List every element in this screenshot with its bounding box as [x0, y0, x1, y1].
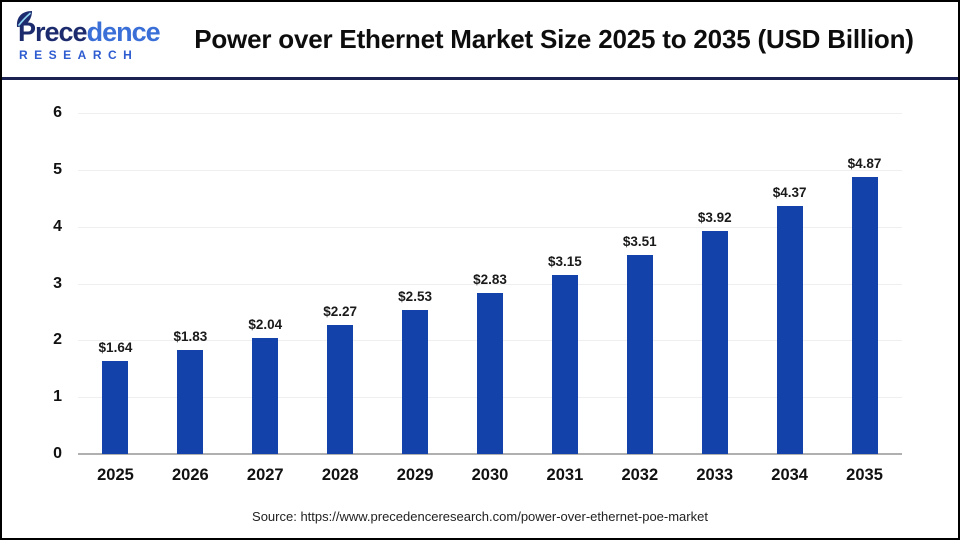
bar-value-label: $3.92	[697, 210, 732, 226]
bar-slot: $2.27	[303, 113, 378, 454]
bar-slot: $2.83	[453, 113, 528, 454]
plot-area: $1.64 $1.83 $2.04 $2.27 $2.53 $2.83 $3.15 $3.51…	[78, 113, 902, 455]
bar-value-label: $3.15	[548, 253, 582, 269]
bar-2031	[551, 274, 578, 454]
bar-value-label: $4.87	[847, 156, 882, 172]
bar-2032	[626, 254, 653, 454]
x-axis-tick-label: 2035	[846, 466, 883, 484]
x-axis-tick-label: 2031	[546, 466, 584, 484]
bar-2029	[402, 310, 429, 454]
x-axis-tick-label: 2026	[172, 466, 209, 484]
logo-wordmark: Precedence	[16, 10, 161, 47]
bar-value-label: $2.53	[398, 289, 432, 305]
bar-slot: $2.53	[378, 113, 453, 454]
bar-slot: $1.83	[153, 113, 228, 454]
bar-value-label: $3.51	[622, 233, 657, 249]
y-axis-tick-label: 5	[53, 160, 62, 178]
bar-slot: $3.15	[527, 113, 602, 454]
bar-slot: $4.87	[827, 113, 902, 454]
gridline	[78, 340, 902, 342]
x-axis-tick-label: 2030	[471, 466, 509, 484]
gridline	[78, 169, 902, 171]
y-axis-tick-label: 2	[53, 331, 62, 349]
bar-slot: $2.04	[228, 113, 303, 454]
bar-value-label: $2.27	[323, 304, 358, 319]
bar-2026	[177, 350, 204, 454]
bar-slot: $1.64	[78, 113, 153, 454]
x-axis-line	[78, 453, 902, 455]
gridline	[78, 283, 902, 285]
bar-slot: $3.51	[602, 113, 677, 454]
y-axis-tick-label: 6	[53, 104, 62, 121]
bar-2025	[102, 360, 129, 454]
bar-slot: $4.37	[752, 113, 827, 454]
logo-subtitle: RESEARCH	[19, 47, 139, 62]
y-axis-tick-label: 0	[53, 445, 62, 462]
header: Precedence RESEARCH Power over Ethernet …	[2, 2, 958, 80]
bar-value-label: $2.04	[248, 317, 283, 333]
leaf-icon	[16, 10, 32, 27]
bar-slot: $3.92	[677, 113, 752, 454]
precedence-research-logo: Precedence RESEARCH	[16, 10, 176, 62]
bar-value-label: $1.64	[98, 339, 133, 355]
bar-value-label: $4.37	[772, 184, 807, 200]
gridline	[78, 226, 902, 228]
y-axis-tick-label: 1	[53, 388, 62, 406]
x-axis-tick-label: 2034	[771, 466, 808, 484]
bar-value-label: $2.83	[473, 272, 507, 288]
bar-2027	[252, 338, 279, 454]
source-citation: Source: https://www.precedenceresearch.c…	[252, 509, 708, 524]
x-axis-tick-label: 2029	[396, 466, 434, 484]
x-axis-tick-label: 2027	[246, 466, 284, 484]
y-axis-tick-label: 3	[53, 274, 62, 292]
bar-2030	[476, 293, 503, 454]
bar-2035	[851, 177, 878, 454]
chart-title: Power over Ethernet Market Size 2025 to …	[194, 24, 914, 54]
x-axis-tick-label: 2028	[321, 466, 359, 484]
x-axis-tick-label: 2025	[97, 466, 134, 484]
y-axis-tick-label: 4	[53, 217, 62, 235]
logo-word-dark: Prece	[18, 16, 88, 47]
x-axis-tick-label: 2033	[696, 466, 734, 484]
logo-word-light: dence	[86, 16, 161, 47]
bar-2033	[701, 231, 728, 454]
bar-value-label: $1.83	[173, 329, 208, 344]
gridline	[78, 113, 902, 114]
x-axis-tick-label: 2032	[621, 466, 659, 484]
bar-2034	[776, 205, 803, 454]
gridline	[78, 397, 902, 399]
bar-2028	[327, 325, 354, 454]
